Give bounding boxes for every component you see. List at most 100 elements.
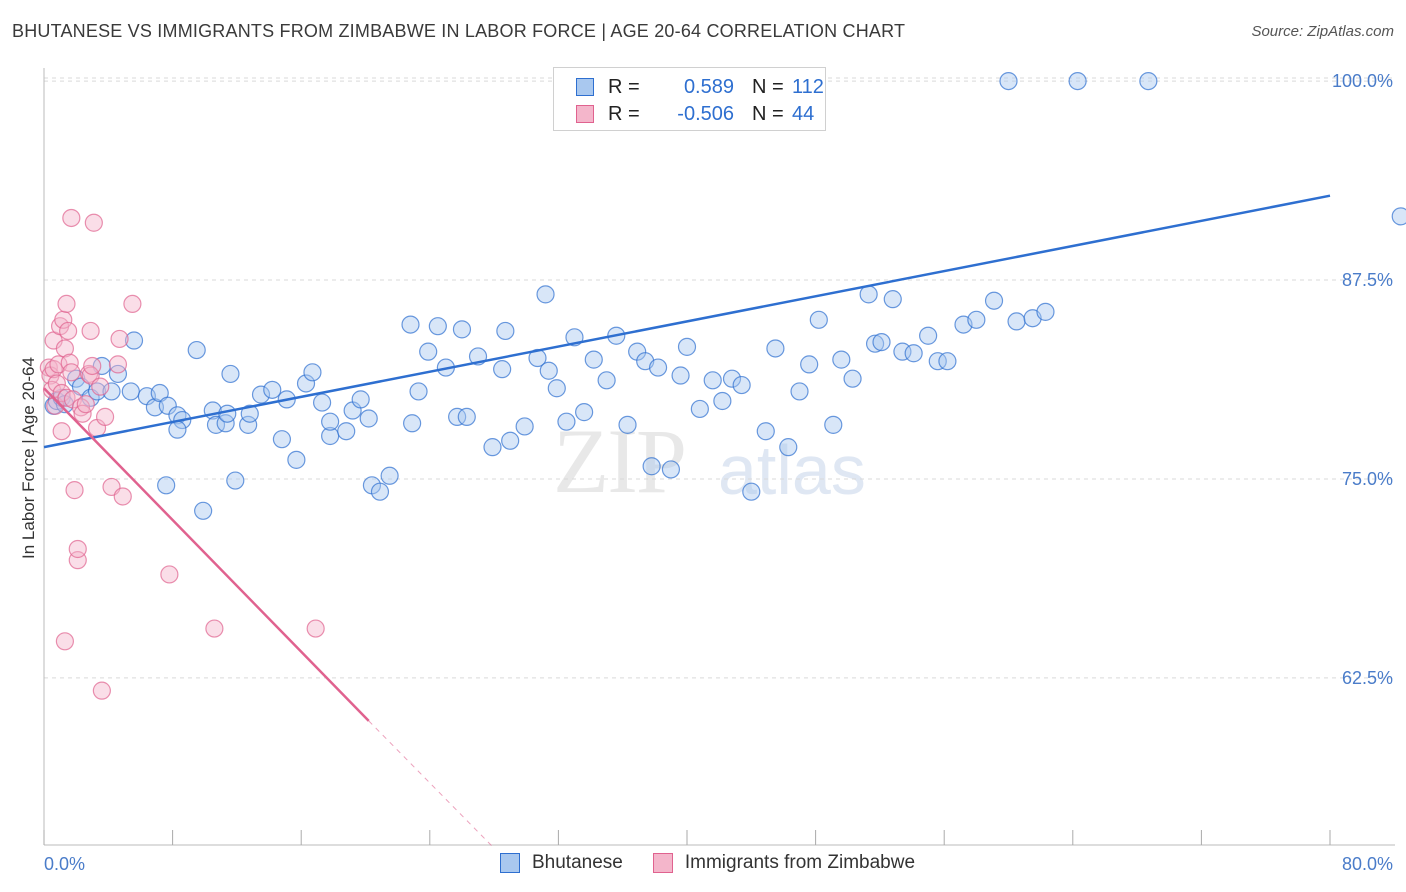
- bhutanese-point: [756, 422, 775, 441]
- zimbabwe-point: [91, 377, 110, 396]
- watermark-atlas: atlas: [718, 431, 866, 509]
- zimbabwe-point: [60, 353, 79, 372]
- zimbabwe-point: [110, 329, 129, 349]
- x-tick-label: 80.0%: [1342, 854, 1393, 874]
- legend-row-bhutanese: R = 0.589 N = 112: [576, 74, 824, 100]
- zimbabwe-point: [113, 487, 132, 506]
- zimbabwe-point: [47, 374, 66, 393]
- bhutanese-point: [999, 71, 1018, 91]
- legend-row-zimbabwe: R = -0.506 N = 44: [576, 101, 814, 127]
- y-tick-label: 87.5%: [1342, 270, 1393, 290]
- y-tick-label: 75.0%: [1342, 469, 1393, 489]
- bhutanese-point: [883, 290, 902, 309]
- bhutanese-point: [690, 399, 709, 419]
- zimbabwe-point: [71, 398, 91, 417]
- bhutanese-point: [321, 412, 340, 431]
- chart-title: BHUTANESE VS IMMIGRANTS FROM ZIMBABWE IN…: [12, 21, 906, 41]
- legend-r-label: R =: [608, 102, 640, 125]
- bhutanese-point: [158, 396, 177, 415]
- bhutanese-point: [938, 352, 957, 371]
- bhutanese-point: [226, 471, 245, 490]
- bhutanese-point: [766, 339, 785, 358]
- legend-n-label: N =: [752, 102, 784, 125]
- bhutanese-point: [832, 350, 851, 369]
- bhutanese-point: [272, 430, 292, 449]
- trend-layer: [43, 194, 1331, 849]
- zimbabwe-point: [81, 321, 100, 341]
- zimbabwe-point: [76, 395, 95, 414]
- bhutanese-point: [359, 409, 378, 428]
- bhutanese-point: [742, 482, 761, 501]
- legend-n-label: N =: [752, 75, 784, 98]
- bhutanese-point: [865, 334, 885, 353]
- bhutanese-point: [648, 358, 668, 377]
- series-legend: Bhutanese Immigrants from Zimbabwe: [500, 852, 945, 874]
- bhutanese-point: [732, 375, 751, 395]
- bhutanese-point: [984, 291, 1004, 310]
- bhutanese-point: [557, 412, 576, 431]
- watermark-zip: ZIP: [553, 410, 687, 512]
- bhutanese-point: [187, 340, 206, 360]
- bhutanese-point: [1007, 312, 1026, 331]
- bhutanese-point: [496, 321, 515, 341]
- bhutanese-point: [539, 361, 558, 380]
- bhutanese-point: [303, 363, 322, 382]
- bhutanese-point: [124, 331, 144, 350]
- series-label: Immigrants from Zimbabwe: [684, 852, 916, 873]
- zimbabwe-trend-line: [43, 387, 370, 722]
- axis-layer: [43, 68, 1395, 846]
- bhutanese-point: [403, 414, 422, 433]
- zimbabwe-point: [123, 294, 142, 314]
- zimbabwe-point: [108, 355, 128, 374]
- bhutanese-point: [1036, 302, 1055, 321]
- legend-swatch-pink: [652, 853, 673, 873]
- bhutanese-point: [893, 342, 912, 361]
- bhutanese-point: [843, 369, 862, 388]
- zimbabwe-point: [73, 404, 92, 423]
- correlation-legend: R = 0.589 N = 112 R = -0.506 N = 44: [553, 67, 826, 131]
- bhutanese-point: [448, 407, 467, 426]
- bhutanese-point: [287, 450, 306, 469]
- bhutanese-point: [872, 332, 891, 352]
- series-legend-bhutanese[interactable]: Bhutanese: [500, 852, 623, 874]
- legend-swatch-blue: [500, 853, 520, 873]
- points-layer: [39, 71, 1406, 700]
- zimbabwe-point: [52, 422, 71, 441]
- bhutanese-point: [790, 382, 809, 401]
- bhutanese-point: [501, 431, 520, 450]
- bhutanese-point: [428, 317, 447, 336]
- bhutanese-point: [108, 364, 128, 384]
- bhutanese-point: [251, 385, 271, 404]
- bhutanese-point: [419, 342, 438, 361]
- zimbabwe-point: [62, 363, 81, 382]
- bhutanese-point: [575, 403, 594, 422]
- y-axis-title: In Labor Force | Age 20-64: [19, 357, 38, 559]
- bhutanese-point: [121, 382, 140, 401]
- zimbabwe-point: [68, 539, 87, 559]
- zimbabwe-point: [95, 407, 115, 426]
- bhutanese-point: [401, 315, 420, 334]
- bhutanese-point: [194, 501, 213, 520]
- bhutanese-point: [809, 310, 828, 329]
- zimbabwe-point: [306, 619, 325, 638]
- bhutanese-point: [547, 379, 566, 398]
- bhutanese-point: [597, 371, 616, 390]
- source-label: Source: ZipAtlas.com: [1251, 23, 1394, 40]
- zimbabwe-point: [55, 632, 74, 651]
- series-label: Bhutanese: [532, 852, 623, 873]
- label-layer: 100.0% 87.5% 75.0% 62.5% 0.0% 80.0% In Labor F…: [19, 71, 1393, 874]
- legend-n-value: 44: [792, 102, 815, 125]
- bhutanese-point: [515, 417, 534, 436]
- bhutanese-point: [312, 393, 332, 412]
- bhutanese-point: [296, 374, 316, 393]
- y-tick-label: 100.0%: [1332, 71, 1393, 91]
- bhutanese-point: [642, 457, 661, 476]
- bhutanese-point: [102, 382, 121, 401]
- bhutanese-point: [216, 414, 235, 433]
- zimbabwe-point: [59, 321, 78, 341]
- bhutanese-point: [928, 352, 947, 371]
- bhutanese-point: [263, 380, 282, 399]
- bhutanese-point: [452, 320, 472, 339]
- series-legend-zimbabwe[interactable]: Immigrants from Zimbabwe: [652, 852, 916, 874]
